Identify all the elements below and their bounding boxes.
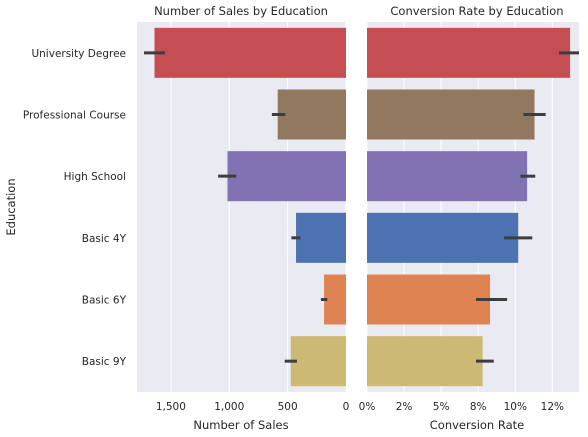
left-bars (154, 27, 346, 387)
right-bar (367, 336, 483, 387)
left-x-tick-labels: 1,500 1,000 500 0 (156, 401, 350, 413)
right-error-bars (475, 51, 579, 363)
left-error-bars (144, 51, 328, 363)
right-x-tick-label: 8% (470, 401, 487, 413)
left-bar (324, 274, 346, 325)
right-bar (367, 274, 491, 325)
left-bar (227, 151, 346, 202)
left-x-tick-label: 500 (278, 401, 298, 413)
y-tick-label: High School (64, 171, 126, 183)
y-tick-label: Basic 9Y (82, 356, 127, 368)
right-x-tick-label: 12% (541, 401, 564, 413)
y-tick-label: Basic 6Y (82, 295, 127, 307)
y-tick-label: University Degree (31, 48, 126, 60)
right-bars (367, 27, 571, 387)
right-bar (367, 27, 571, 78)
left-bar (154, 27, 346, 78)
right-x-axis-label: Conversion Rate (430, 418, 525, 432)
left-chart-title: Number of Sales by Education (154, 4, 328, 18)
left-plot-background (137, 22, 346, 392)
right-x-tick-labels: 0% 2% 5% 8% 10% 12% (359, 401, 564, 413)
right-x-tick-label: 0% (359, 401, 376, 413)
right-x-tick-label: 2% (396, 401, 413, 413)
left-x-tick-label: 1,500 (156, 401, 186, 413)
right-x-tick-label: 10% (504, 401, 527, 413)
y-tick-label: Professional Course (23, 110, 126, 122)
right-plot-background (367, 22, 579, 392)
y-axis-label: Education (4, 178, 18, 235)
left-x-tick-label: 1,000 (214, 401, 244, 413)
y-tick-labels: University Degree Professional Course High… (23, 48, 127, 368)
right-bar (367, 151, 528, 202)
left-bar (290, 336, 346, 387)
left-x-tick-label: 0 (343, 401, 350, 413)
left-grid (170, 22, 347, 392)
left-bar (277, 89, 346, 140)
right-grid (366, 22, 553, 392)
y-tick-label: Basic 4Y (82, 233, 127, 245)
right-bar (367, 89, 535, 140)
left-bar (296, 212, 346, 263)
right-chart-title: Conversion Rate by Education (390, 4, 563, 18)
right-x-tick-label: 5% (433, 401, 450, 413)
right-bar (367, 212, 519, 263)
left-x-axis-label: Number of Sales (193, 418, 288, 432)
